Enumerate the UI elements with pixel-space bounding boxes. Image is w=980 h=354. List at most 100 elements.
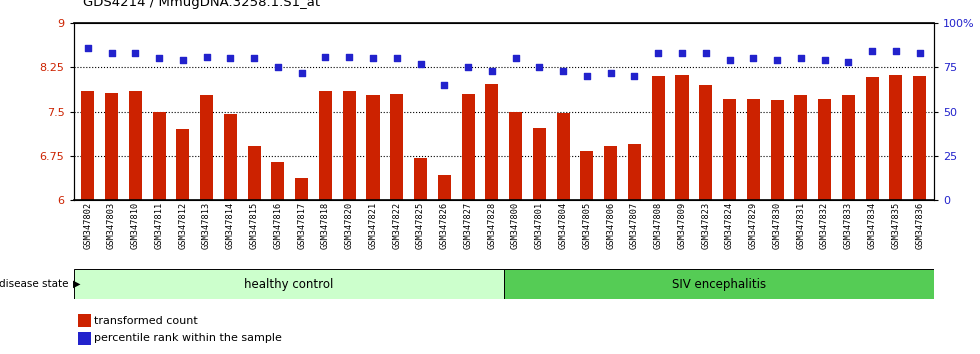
Point <box>175 57 191 63</box>
Point <box>603 70 618 75</box>
Text: SIV encephalitis: SIV encephalitis <box>671 278 766 291</box>
Bar <box>74 269 504 299</box>
Text: GSM347831: GSM347831 <box>797 202 806 249</box>
Text: percentile rank within the sample: percentile rank within the sample <box>94 333 282 343</box>
Text: ▶: ▶ <box>73 279 80 289</box>
Point <box>841 59 857 65</box>
Point <box>508 56 523 61</box>
Text: GSM347824: GSM347824 <box>725 202 734 249</box>
Bar <box>462 94 474 200</box>
Text: GSM347815: GSM347815 <box>250 202 259 249</box>
Point <box>579 73 595 79</box>
Point <box>366 56 381 61</box>
Bar <box>723 98 736 200</box>
Text: GSM347826: GSM347826 <box>440 202 449 249</box>
Bar <box>699 85 712 200</box>
Text: GSM347828: GSM347828 <box>487 202 496 249</box>
Bar <box>200 95 213 200</box>
Text: GSM347816: GSM347816 <box>273 202 282 249</box>
Point <box>888 48 904 54</box>
Point <box>389 56 405 61</box>
Bar <box>747 98 760 200</box>
Point <box>80 45 96 51</box>
Text: GSM347833: GSM347833 <box>844 202 853 249</box>
Bar <box>438 175 451 200</box>
Point <box>270 64 286 70</box>
Point <box>436 82 452 88</box>
Point <box>864 48 880 54</box>
Bar <box>223 114 237 200</box>
Bar <box>628 144 641 200</box>
Bar <box>652 76 664 200</box>
Bar <box>557 113 569 200</box>
Point <box>721 57 737 63</box>
Text: GSM347801: GSM347801 <box>535 202 544 249</box>
Bar <box>295 178 309 200</box>
Point <box>127 50 143 56</box>
Point <box>651 50 666 56</box>
Bar <box>390 94 404 200</box>
Text: GSM347804: GSM347804 <box>559 202 567 249</box>
Text: GSM347807: GSM347807 <box>630 202 639 249</box>
Bar <box>271 162 284 200</box>
Bar <box>580 151 594 200</box>
Text: GSM347825: GSM347825 <box>416 202 425 249</box>
Bar <box>533 128 546 200</box>
Text: GSM347832: GSM347832 <box>820 202 829 249</box>
Text: GSM347836: GSM347836 <box>915 202 924 249</box>
Point <box>556 68 571 74</box>
Point <box>793 56 808 61</box>
Text: GSM347803: GSM347803 <box>107 202 116 249</box>
Bar <box>128 91 142 200</box>
Point <box>626 73 642 79</box>
Point <box>531 64 547 70</box>
Text: GSM347813: GSM347813 <box>202 202 211 249</box>
Text: GSM347809: GSM347809 <box>677 202 686 249</box>
Text: transformed count: transformed count <box>94 316 198 326</box>
Text: GSM347811: GSM347811 <box>155 202 164 249</box>
Bar <box>485 84 499 200</box>
Point <box>769 57 785 63</box>
Point <box>698 50 713 56</box>
Point <box>484 68 500 74</box>
Point <box>461 64 476 70</box>
Text: GSM347823: GSM347823 <box>702 202 710 249</box>
Bar <box>604 146 617 200</box>
Text: GSM347835: GSM347835 <box>892 202 901 249</box>
Bar <box>795 95 808 200</box>
Point <box>294 70 310 75</box>
Text: GSM347812: GSM347812 <box>178 202 187 249</box>
Bar <box>367 95 379 200</box>
Text: GDS4214 / MmugDNA.3258.1.S1_at: GDS4214 / MmugDNA.3258.1.S1_at <box>83 0 320 9</box>
Text: GSM347802: GSM347802 <box>83 202 92 249</box>
Bar <box>105 93 118 200</box>
Text: GSM347818: GSM347818 <box>321 202 330 249</box>
Bar <box>414 158 427 200</box>
Bar <box>890 75 903 200</box>
Point <box>816 57 832 63</box>
Bar <box>818 98 831 200</box>
Text: GSM347805: GSM347805 <box>582 202 591 249</box>
Bar <box>770 100 784 200</box>
Bar <box>842 95 855 200</box>
Text: disease state: disease state <box>0 279 69 289</box>
Bar <box>248 146 261 200</box>
Text: GSM347834: GSM347834 <box>867 202 877 249</box>
Text: GSM347822: GSM347822 <box>392 202 401 249</box>
Point <box>104 50 120 56</box>
Bar <box>153 112 166 200</box>
Text: GSM347821: GSM347821 <box>368 202 377 249</box>
Text: GSM347829: GSM347829 <box>749 202 758 249</box>
Bar <box>675 75 689 200</box>
Bar <box>81 91 94 200</box>
Bar <box>176 129 189 200</box>
Bar <box>865 77 879 200</box>
Bar <box>913 76 926 200</box>
Text: GSM347806: GSM347806 <box>607 202 615 249</box>
Point <box>674 50 690 56</box>
Bar <box>343 91 356 200</box>
Bar <box>504 269 934 299</box>
Bar <box>509 112 522 200</box>
Point <box>246 56 262 61</box>
Point <box>911 50 927 56</box>
